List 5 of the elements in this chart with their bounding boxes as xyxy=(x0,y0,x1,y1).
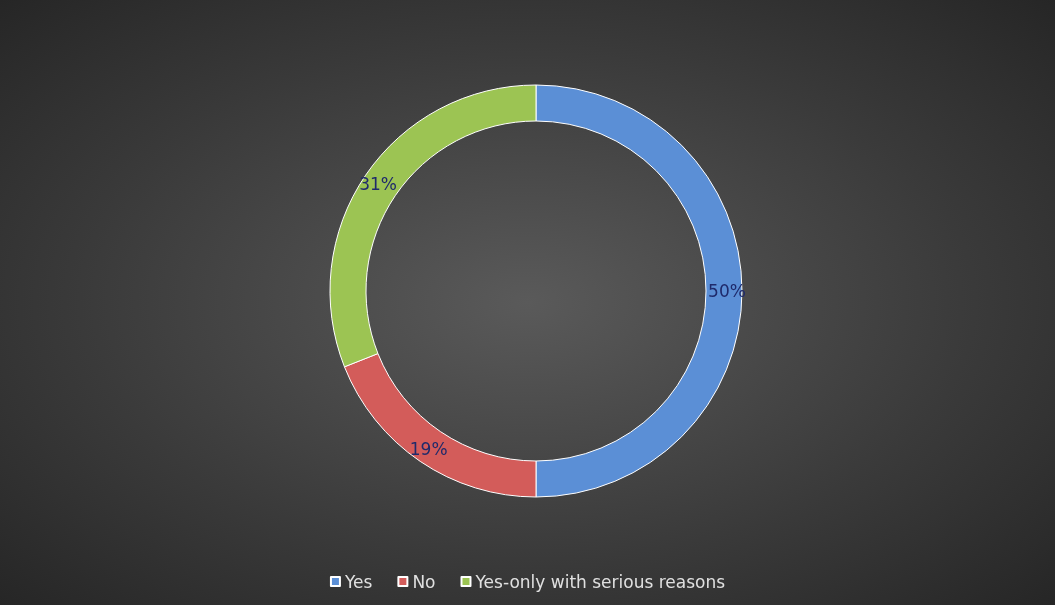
legend-label: Yes xyxy=(343,571,373,592)
data-label: 19% xyxy=(409,438,448,459)
legend-label: No xyxy=(412,571,436,592)
data-label: 31% xyxy=(359,173,397,194)
legend-label: Yes-only with serious reasons xyxy=(474,571,726,592)
